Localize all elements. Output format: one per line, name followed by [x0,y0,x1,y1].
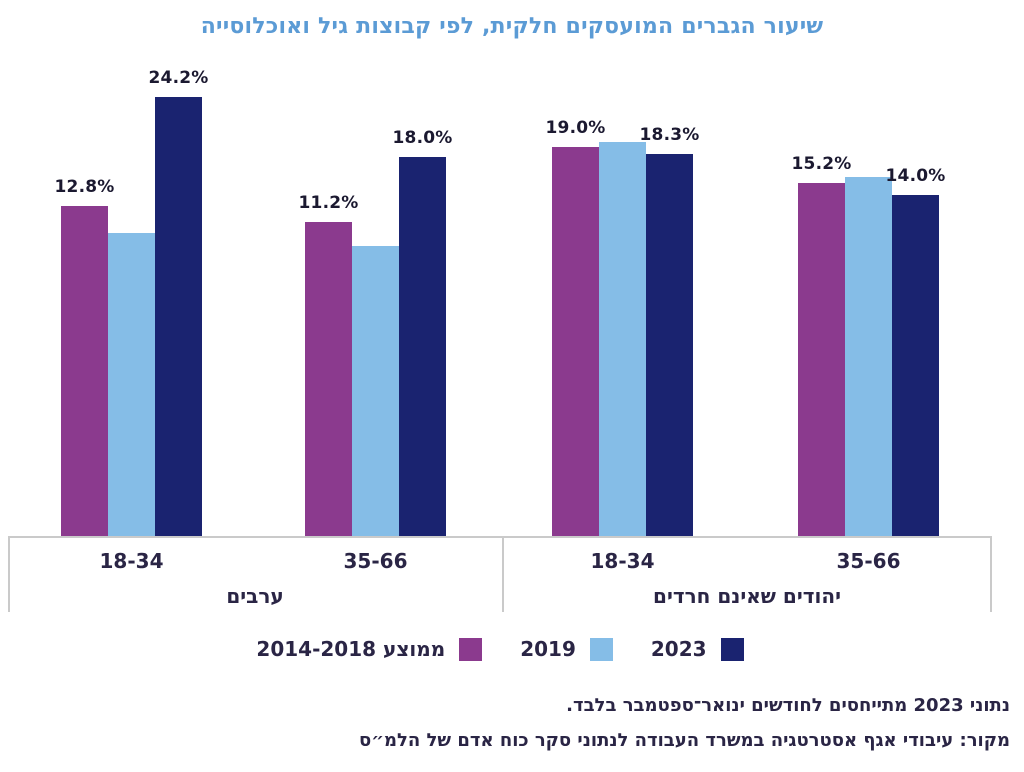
bar-series2-group2 [352,245,399,537]
bar-value-label: 14.0% [885,165,946,186]
legend-color-swatch [589,637,613,661]
bar-series3-group1 [155,97,202,537]
legend-color-swatch [720,637,744,661]
bar-value-label: 12.8% [54,177,115,198]
legend-label: 2023 [650,637,707,661]
category-tick-label: 18-34 [99,549,164,573]
bar-series1-group1 [61,206,108,537]
bar-series3-group4 [892,194,939,537]
bar-series2-group3 [599,142,646,537]
bar-series1-group2 [305,221,352,537]
category-tick-label: 35-66 [836,549,901,573]
section-label: יהודים שאינם חרדים [653,584,841,608]
bar-value-label: 11.2% [298,192,359,213]
bar-value-label: 19.0% [545,118,606,138]
chart-plot: 12.8% 24.2% 11.2% 18.0% 19.0% 18.3% 15.2% 14.0% [0,68,1024,537]
bar-series3-group2 [399,156,446,537]
bar-series1-group3 [552,147,599,537]
legend-item-series1: ממוצע 2014-2018 [256,637,483,661]
bar-value-label: 18.0% [392,127,453,148]
legend-label: 2019 [520,637,576,661]
footnotes: נתוני 2023 מתייחסים לחודשים ינואר־ספטמבר… [14,688,1010,758]
axis-section-separator [502,537,504,612]
legend-item-series3: 2023 [651,637,744,661]
legend: ממוצע 2014-2018 2019 2023 [0,637,1000,661]
category-tick-label: 35-66 [343,549,408,573]
legend-label: ממוצע 2014-2018 [256,637,446,661]
footnote-line-2: מקור: עיבודי אגף אסטרטגיה במשרד העבודה ל… [358,730,1010,751]
axis-border-right [990,537,992,612]
bar-series3-group3 [646,153,693,537]
category-tick-label: 18-34 [590,549,655,573]
bar-value-label: 18.3% [639,124,700,145]
legend-item-series2: 2019 [520,637,613,661]
x-axis-line [8,536,992,538]
legend-color-swatch [459,637,483,661]
footnote-line-1: נתוני 2023 מתייחסים לחודשים ינואר־ספטמבר… [566,695,1010,716]
axis-border-left [8,537,10,612]
bar-value-label: 24.2% [148,68,209,89]
chart-title: שיעור הגברים המועסקים חלקית, לפי קבוצות … [200,14,824,39]
bar-series2-group1 [108,233,155,537]
bar-value-label: 15.2% [791,154,852,175]
bar-series2-group4 [845,176,892,537]
bar-series1-group4 [798,183,845,537]
section-label: ערבים [226,584,284,608]
